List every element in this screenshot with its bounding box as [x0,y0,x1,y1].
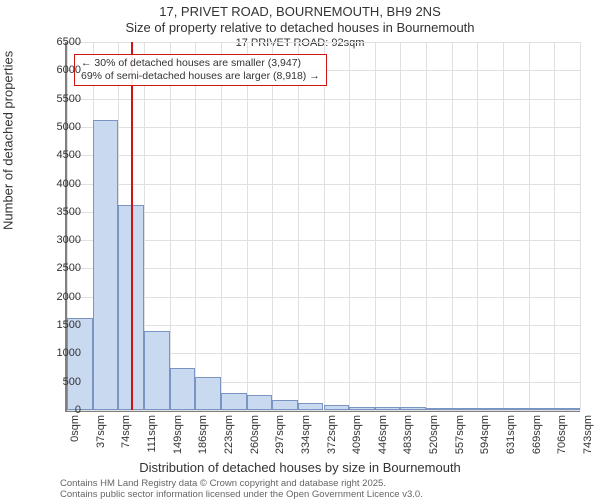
histogram-bar [195,377,221,410]
gridline-v [272,42,273,410]
y-axis-label: Number of detached properties [1,51,16,230]
histogram-bar [93,120,119,410]
x-tick-label: 0sqm [69,415,81,442]
annotation-box: ← 30% of detached houses are smaller (3,… [74,54,327,86]
x-tick-label: 631sqm [505,415,517,454]
footnote-2: Contains public sector information licen… [60,489,423,500]
gridline-v [324,42,325,410]
gridline-v [247,42,248,410]
histogram-bar [349,407,375,410]
x-tick-label: 409sqm [351,415,363,454]
gridline-v [170,42,171,410]
y-tick-label: 1000 [41,347,81,359]
x-tick-label: 594sqm [479,415,491,454]
y-tick-label: 3500 [41,206,81,218]
x-axis-label: Distribution of detached houses by size … [0,460,600,475]
x-tick-label: 74sqm [120,415,132,448]
gridline-v [400,42,401,410]
histogram-bar [426,408,452,410]
histogram-bar [375,407,401,410]
y-tick-label: 5500 [41,93,81,105]
gridline-v [375,42,376,410]
x-tick-label: 149sqm [172,415,184,454]
gridline-v [529,42,530,410]
histogram-bar [67,318,93,410]
annotation-line-2: 69% of semi-detached houses are larger (… [81,70,320,83]
x-tick-label: 111sqm [146,415,158,453]
title-sub: Size of property relative to detached ho… [0,20,600,35]
x-tick-label: 557sqm [454,415,466,454]
histogram-bar [144,331,170,410]
gridline-v [426,42,427,410]
y-tick-label: 6500 [41,36,81,48]
y-tick-label: 3000 [41,234,81,246]
histogram-bar [503,408,529,410]
y-tick-label: 5000 [41,121,81,133]
y-tick-label: 500 [41,376,81,388]
histogram-bar [554,408,580,410]
y-tick-label: 4000 [41,178,81,190]
y-tick-label: 2500 [41,262,81,274]
chart-container: { "title_main": "17, PRIVET ROAD, BOURNE… [0,0,600,500]
gridline-v [195,42,196,410]
x-tick-label: 260sqm [249,415,261,454]
x-tick-label: 520sqm [428,415,440,454]
gridline-v [452,42,453,410]
y-tick-label: 2000 [41,291,81,303]
x-tick-label: 669sqm [531,415,543,454]
gridline-v [554,42,555,410]
title-main: 17, PRIVET ROAD, BOURNEMOUTH, BH9 2NS [0,4,600,19]
histogram-bar [324,405,350,410]
x-tick-label: 446sqm [377,415,389,454]
histogram-bar [247,395,273,410]
gridline-v [580,42,581,410]
y-tick-label: 1500 [41,319,81,331]
x-tick-label: 223sqm [223,415,235,454]
footnote-1: Contains HM Land Registry data © Crown c… [60,478,386,489]
x-tick-label: 372sqm [326,415,338,454]
x-tick-label: 334sqm [300,415,312,454]
histogram-bar [477,408,503,410]
x-tick-label: 743sqm [582,415,594,454]
histogram-bar [170,368,196,410]
x-tick-label: 706sqm [556,415,568,454]
histogram-bar [529,408,555,410]
x-tick-label: 297sqm [274,415,286,454]
histogram-bar [272,400,298,410]
histogram-bar [400,407,426,410]
annotation-line-1: ← 30% of detached houses are smaller (3,… [81,57,320,70]
plot-area: ← 30% of detached houses are smaller (3,… [65,42,580,412]
x-tick-label: 186sqm [197,415,209,454]
gridline-v [221,42,222,410]
histogram-bar [298,403,324,410]
y-tick-label: 4500 [41,149,81,161]
marker-line [131,42,133,410]
histogram-bar [221,393,247,410]
gridline-v [349,42,350,410]
gridline-h [67,410,580,411]
gridline-v [298,42,299,410]
gridline-v [477,42,478,410]
x-tick-label: 483sqm [402,415,414,454]
x-tick-label: 37sqm [95,415,107,448]
histogram-bar [452,408,478,410]
y-tick-label: 6000 [41,64,81,76]
gridline-v [503,42,504,410]
